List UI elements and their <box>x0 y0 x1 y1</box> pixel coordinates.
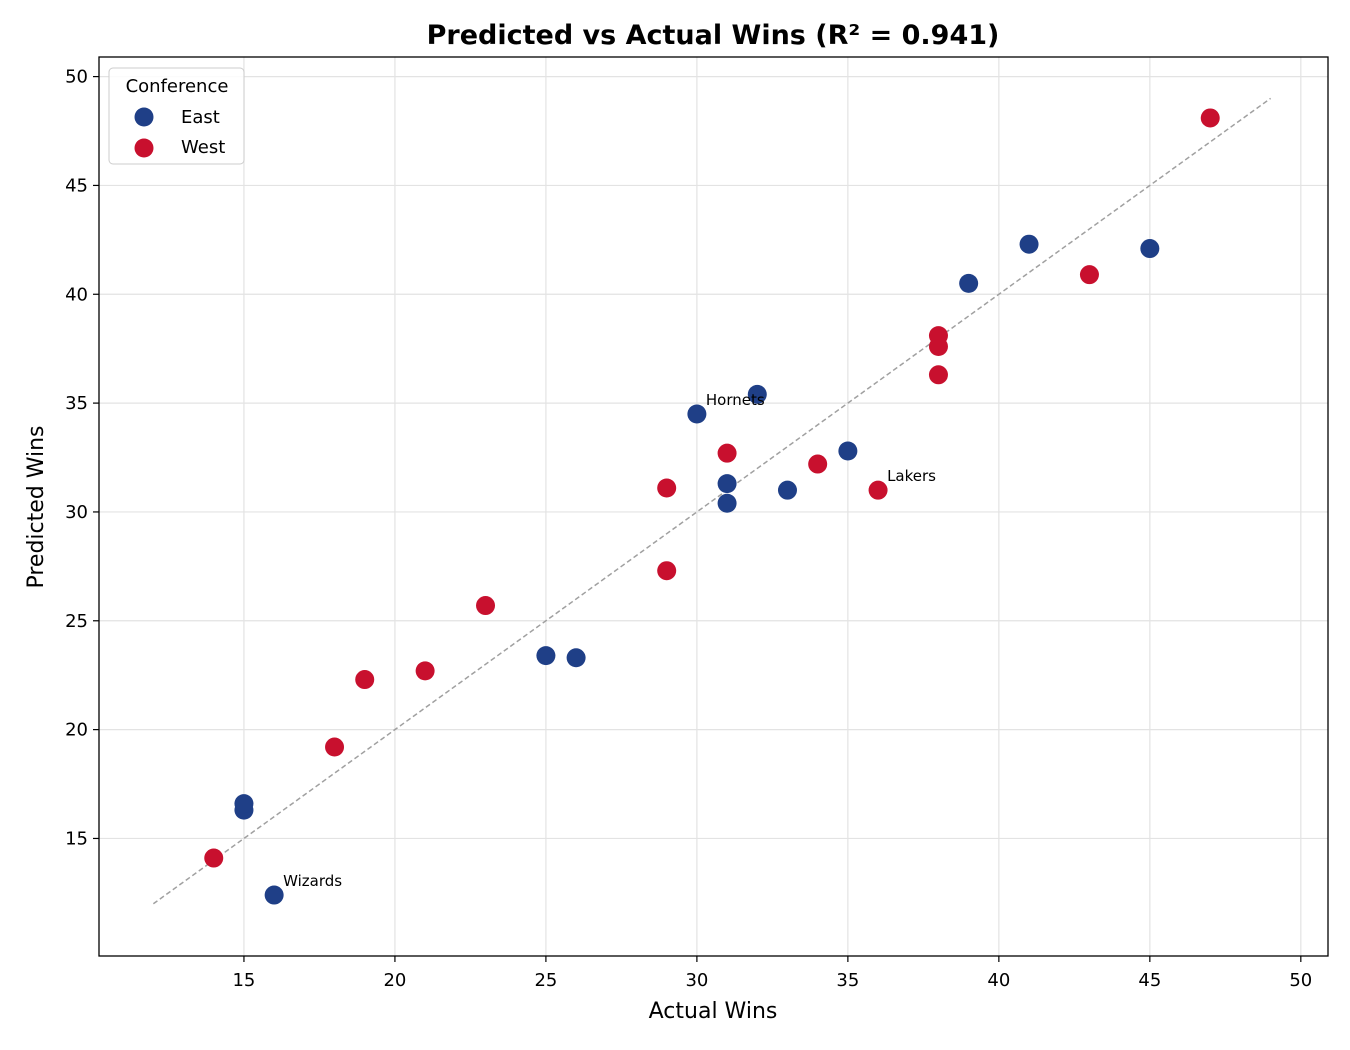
legend-title: Conference <box>126 76 229 97</box>
data-point-west <box>928 365 948 385</box>
data-point-east <box>536 646 556 666</box>
y-tick-label: 15 <box>65 828 88 849</box>
y-axis-label: Predicted Wins <box>24 425 49 588</box>
x-tick-label: 35 <box>836 970 859 991</box>
data-point-east <box>234 794 254 814</box>
data-point-west <box>325 737 345 757</box>
x-tick-label: 40 <box>987 970 1010 991</box>
data-point-east <box>1019 234 1039 254</box>
y-tick-label: 50 <box>65 67 88 88</box>
data-point-east <box>1140 239 1160 259</box>
data-point-east <box>717 493 737 513</box>
data-point-west <box>476 596 496 616</box>
data-point-west <box>928 337 948 357</box>
data-point-west <box>355 670 375 690</box>
annotation-lakers: Lakers <box>887 467 936 485</box>
data-point-east <box>838 441 858 461</box>
annotation-hornets: Hornets <box>706 391 765 409</box>
y-tick-label: 40 <box>65 284 88 305</box>
y-axis-ticks: 15 20 25 30 35 40 45 50 <box>65 67 99 849</box>
x-tick-label: 30 <box>685 970 708 991</box>
x-tick-label: 20 <box>383 970 406 991</box>
y-tick-label: 30 <box>65 502 88 523</box>
legend-marker-east <box>134 107 154 127</box>
plot-frame <box>98 56 1329 957</box>
data-point-west <box>415 661 435 681</box>
data-point-west <box>204 848 224 868</box>
data-point-west <box>657 478 677 498</box>
y-tick-label: 25 <box>65 611 88 632</box>
data-point-east <box>264 885 284 905</box>
legend-marker-west <box>134 138 154 158</box>
reference-line <box>152 97 1272 905</box>
y-tick-label: 45 <box>65 175 88 196</box>
x-tick-label: 45 <box>1138 970 1161 991</box>
legend: Conference East West <box>108 67 245 165</box>
data-point-west <box>657 561 677 581</box>
data-point-east <box>747 384 767 404</box>
data-point-west <box>808 454 828 474</box>
y-tick-label: 35 <box>65 393 88 414</box>
grid-lines <box>99 57 1328 956</box>
data-point-east <box>566 648 586 668</box>
data-point-east <box>717 474 737 494</box>
x-tick-label: 15 <box>232 970 255 991</box>
chart-title: Predicted vs Actual Wins (R² = 0.941) <box>427 20 1000 51</box>
data-point-west <box>1079 265 1099 285</box>
y-tick-label: 20 <box>65 720 88 741</box>
annotation-wizards: Wizards <box>283 872 342 890</box>
x-axis-ticks: 15 20 25 30 35 40 45 50 <box>232 956 1312 991</box>
legend-label-west: West <box>181 137 225 158</box>
legend-label-east: East <box>181 107 220 128</box>
x-tick-label: 25 <box>534 970 557 991</box>
data-point-east <box>959 273 979 293</box>
x-tick-label: 50 <box>1289 970 1312 991</box>
data-point-east <box>777 480 797 500</box>
point-annotations: Hornets Lakers Wizards <box>283 391 936 890</box>
data-point-west <box>868 480 888 500</box>
data-point-west <box>1200 108 1220 128</box>
x-axis-label: Actual Wins <box>649 999 778 1024</box>
data-point-east <box>687 404 707 424</box>
data-points <box>204 108 1220 905</box>
data-point-west <box>717 443 737 463</box>
